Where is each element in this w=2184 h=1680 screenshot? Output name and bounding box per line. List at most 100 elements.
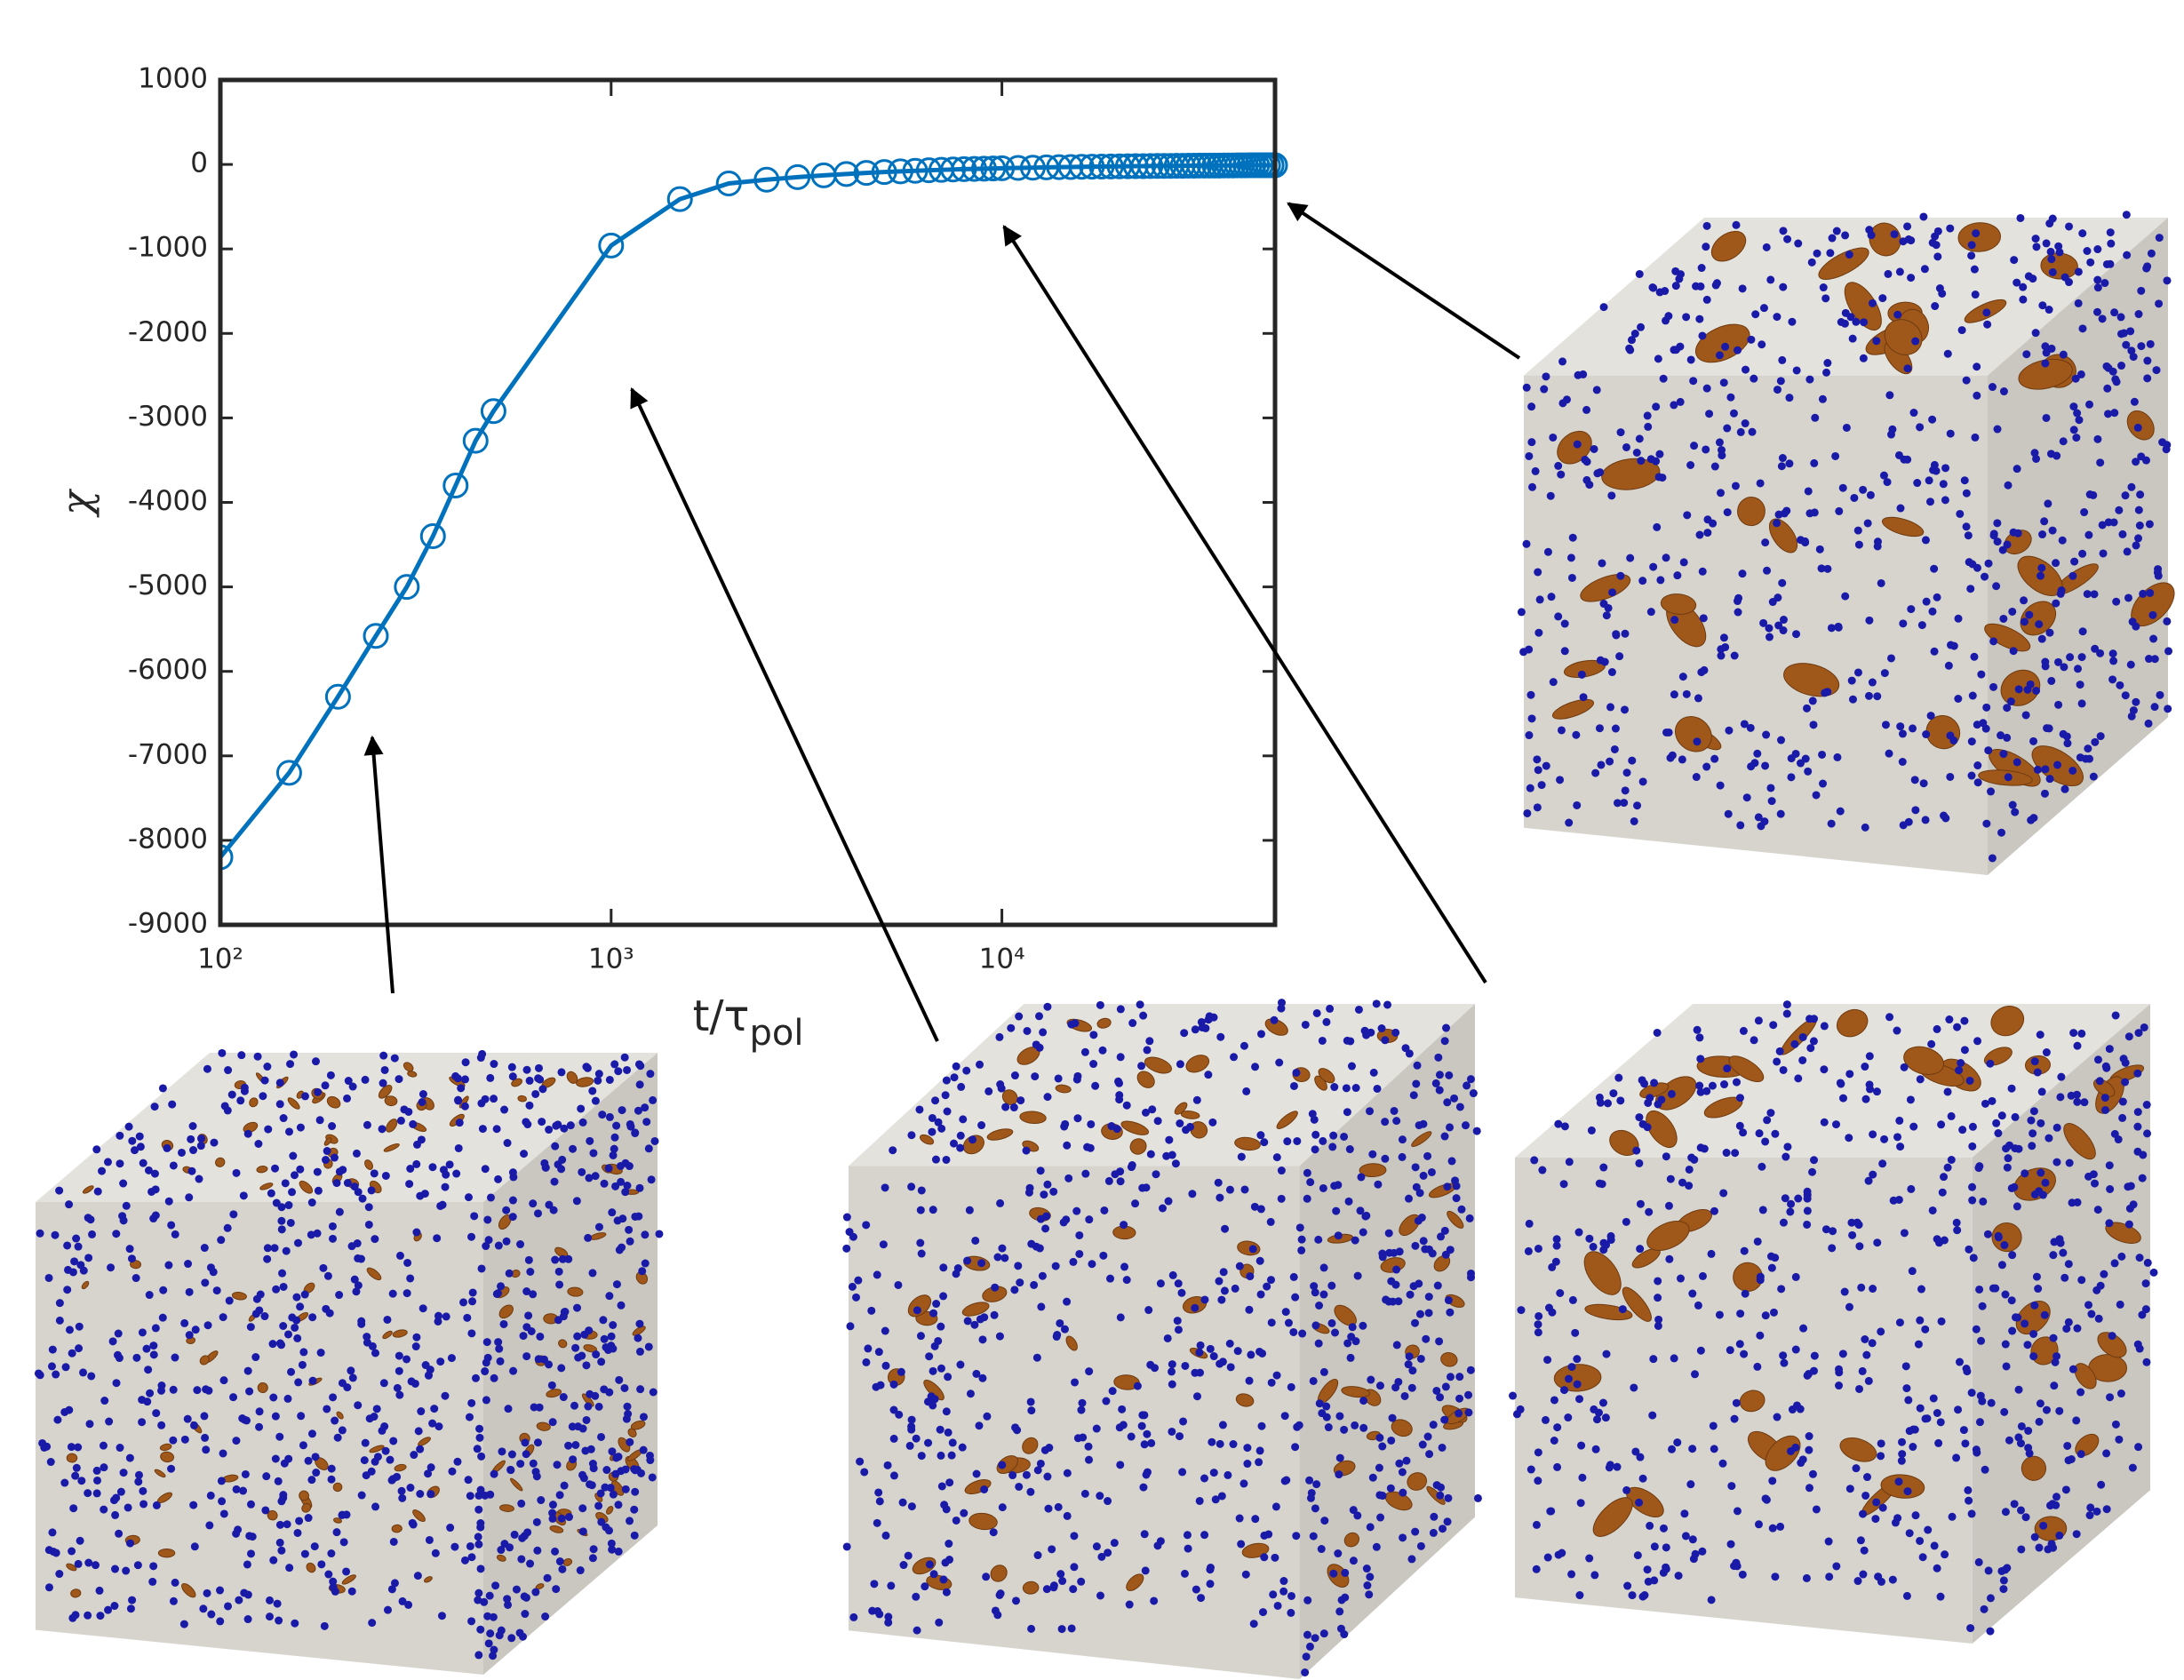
particle	[1961, 1439, 1970, 1448]
particle	[605, 1388, 614, 1397]
particle	[1627, 336, 1636, 345]
particle	[190, 1542, 199, 1551]
particle	[1809, 721, 1818, 729]
particle	[1971, 433, 1980, 442]
particle	[1810, 458, 1819, 467]
particle	[1760, 817, 1769, 826]
domain-blob	[510, 1477, 523, 1492]
domain-blob	[1407, 1472, 1428, 1491]
particle	[1271, 1553, 1279, 1562]
particle	[2052, 559, 2060, 568]
particle	[560, 1124, 569, 1133]
cube-top	[1515, 1004, 2150, 1158]
particle	[1445, 1071, 1454, 1079]
particle	[1620, 799, 1629, 808]
particle	[2064, 1318, 2073, 1326]
particle	[358, 1194, 367, 1203]
particle	[2032, 1272, 2041, 1281]
particle	[342, 1567, 351, 1576]
particle	[2023, 685, 2032, 694]
particle	[275, 1616, 283, 1625]
particle	[1133, 1381, 1142, 1390]
particle	[311, 1453, 320, 1461]
particle	[397, 1486, 406, 1495]
particle	[2135, 1344, 2144, 1353]
particle	[1736, 427, 1745, 436]
particle	[1322, 1402, 1331, 1411]
particle	[1916, 1404, 1925, 1413]
particle	[1681, 1532, 1690, 1541]
particle	[1120, 1262, 1129, 1271]
particle	[1440, 1415, 1449, 1424]
particle	[862, 1221, 871, 1230]
particle	[272, 1285, 281, 1294]
particle	[1678, 673, 1687, 681]
particle	[2093, 1055, 2102, 1064]
particle	[1107, 1122, 1116, 1131]
particle	[481, 1095, 490, 1103]
particle	[2128, 617, 2137, 626]
particle	[1027, 1624, 1036, 1633]
particle	[367, 1186, 376, 1195]
particle	[2045, 1134, 2053, 1143]
particle	[1930, 564, 1939, 573]
domain-blob	[364, 1159, 373, 1170]
particle	[1820, 1022, 1829, 1031]
particle	[2138, 1174, 2147, 1182]
particle	[1895, 267, 1904, 276]
particle	[937, 1124, 946, 1133]
particle	[2154, 565, 2163, 574]
particle	[1916, 423, 1925, 432]
domain-blob	[1646, 1221, 1690, 1251]
particle	[589, 1545, 598, 1554]
particle	[1083, 1143, 1092, 1151]
particle	[224, 1602, 233, 1611]
particle	[2080, 508, 2089, 517]
particle	[354, 1281, 363, 1290]
particle	[1173, 1317, 1182, 1326]
particle	[288, 1188, 297, 1197]
particle	[2115, 1435, 2124, 1444]
particle	[916, 1206, 925, 1214]
particle	[164, 1197, 173, 1206]
particle	[1731, 482, 1740, 490]
particle	[552, 1585, 561, 1594]
particle	[1568, 1295, 1577, 1304]
domain-blob	[382, 1330, 393, 1340]
particle	[2031, 235, 2040, 243]
particle	[937, 1364, 945, 1373]
particle	[1527, 438, 1536, 447]
particle	[1726, 393, 1735, 402]
particle	[313, 1167, 322, 1176]
particle	[1988, 854, 1997, 863]
particle	[1723, 508, 1732, 517]
particle	[2042, 1048, 2051, 1057]
particle	[1905, 1529, 1914, 1538]
particle	[44, 1273, 53, 1282]
particle	[1429, 1528, 1438, 1537]
particle	[621, 1465, 630, 1474]
particle	[952, 1270, 960, 1278]
particle	[2073, 1097, 2082, 1106]
particle	[1702, 221, 1711, 230]
particle	[1895, 1318, 1904, 1327]
particle	[1612, 631, 1621, 640]
particle	[1765, 633, 1774, 641]
particle	[1534, 1320, 1542, 1329]
domain-blob	[1990, 1006, 2025, 1037]
particle	[1582, 405, 1591, 414]
particle	[1657, 1095, 1666, 1104]
particle	[2014, 685, 2023, 694]
particle	[1218, 1421, 1227, 1429]
particle	[269, 1556, 278, 1565]
particle	[2123, 547, 2132, 556]
particle	[1211, 1495, 1220, 1504]
particle	[2093, 283, 2102, 292]
particle	[615, 1375, 624, 1384]
particle	[1558, 357, 1567, 366]
particle	[1606, 1231, 1615, 1240]
particle	[1965, 1496, 1973, 1505]
particle	[1171, 1159, 1180, 1168]
particle	[328, 1122, 337, 1131]
particle	[486, 1629, 495, 1638]
